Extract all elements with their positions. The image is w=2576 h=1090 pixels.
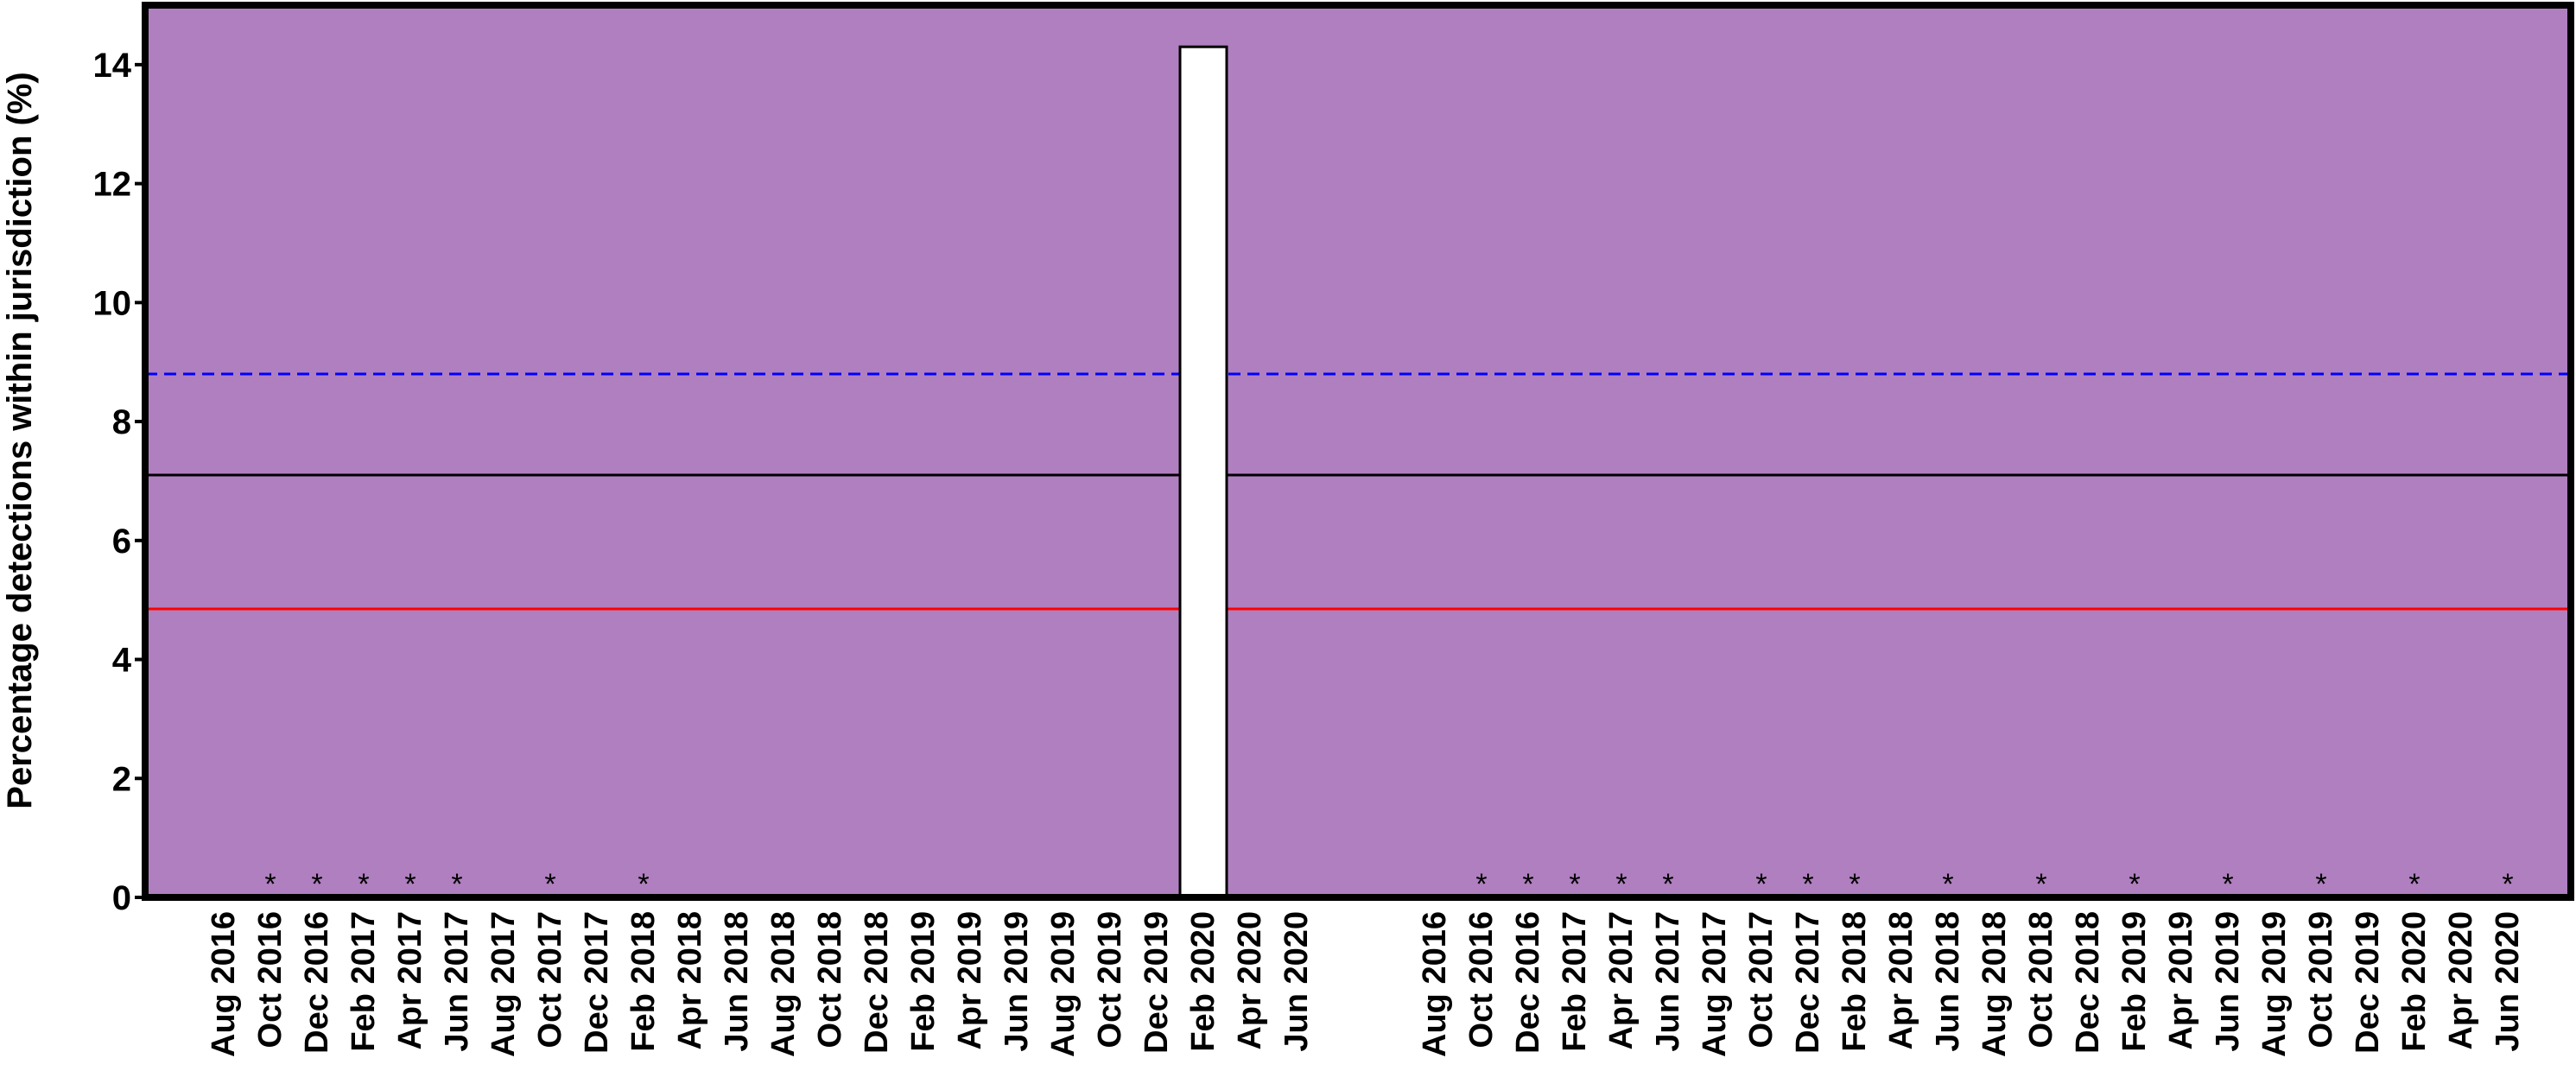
asterisk-marker: * — [2222, 868, 2233, 901]
x-tick-label: Dec 2018 — [2070, 911, 2106, 1054]
asterisk-marker: * — [2129, 868, 2140, 901]
x-tick-label: Feb 2017 — [1557, 911, 1593, 1052]
x-tick-label: Oct 2018 — [2023, 911, 2059, 1048]
x-tick-label: Apr 2019 — [2163, 911, 2199, 1050]
asterisk-marker: * — [311, 868, 322, 901]
y-axis-label: Percentage detections within jurisdictio… — [1, 72, 39, 808]
x-tick-label: Jun 2018 — [719, 911, 755, 1052]
reference-lines — [145, 372, 2571, 611]
x-axis: Aug 2016 Oct 2016 Dec 2016 Feb 2017 Apr 2017… — [206, 911, 2526, 1057]
x-tick-label: Aug 2019 — [2256, 911, 2293, 1057]
asterisk-marker: * — [264, 868, 276, 901]
asterisk-marker: * — [2035, 868, 2046, 901]
asterisk-marker: * — [451, 868, 462, 901]
y-tick-label: 14 — [93, 47, 132, 85]
plot-frame — [142, 2, 2574, 901]
x-tick-label: Jun 2017 — [1650, 911, 1686, 1052]
y-tick-label: 12 — [93, 166, 132, 204]
x-tick-label: Feb 2020 — [2396, 911, 2433, 1052]
asterisk-marker: * — [1802, 868, 1813, 901]
asterisk-marker: * — [544, 868, 555, 901]
asterisk-markers: * * * * * * * * * * * * * * * * * * * * * * — [264, 868, 2513, 901]
x-tick-label: Oct 2018 — [812, 911, 848, 1048]
x-tick-label: Feb 2019 — [2116, 911, 2153, 1052]
x-tick-label: Oct 2017 — [1743, 911, 1780, 1048]
asterisk-marker: * — [1522, 868, 1533, 901]
x-tick-label: Apr 2018 — [1883, 911, 1919, 1050]
x-tick-label: Aug 2019 — [1045, 911, 1082, 1057]
x-tick-label: Dec 2019 — [2350, 911, 2386, 1054]
x-tick-label: Feb 2017 — [346, 911, 382, 1052]
x-tick-label: Dec 2019 — [1139, 911, 1175, 1054]
bar — [1178, 45, 1228, 899]
x-tick-label: Jun 2017 — [439, 911, 475, 1052]
x-tick-label: Aug 2018 — [1976, 911, 2013, 1057]
asterisk-marker: * — [2502, 868, 2513, 901]
asterisk-marker: * — [358, 868, 369, 901]
x-tick-label: Aug 2018 — [765, 911, 802, 1057]
y-tick-label: 0 — [112, 879, 131, 917]
x-tick-label: Aug 2016 — [206, 911, 242, 1057]
asterisk-marker: * — [638, 868, 649, 901]
y-axis: 0 2 4 6 8 10 12 14 — [93, 47, 145, 917]
asterisk-marker: * — [1569, 868, 1580, 901]
bars — [1178, 45, 1228, 899]
x-tick-label: Dec 2016 — [1510, 911, 1546, 1054]
asterisk-marker: * — [1755, 868, 1767, 901]
asterisk-marker: * — [2408, 868, 2420, 901]
asterisk-marker: * — [1475, 868, 1487, 901]
x-tick-label: Dec 2017 — [579, 911, 615, 1054]
x-tick-label: Aug 2016 — [1417, 911, 1453, 1057]
x-tick-label: Oct 2016 — [252, 911, 289, 1048]
x-tick-label: Oct 2017 — [532, 911, 568, 1048]
x-tick-label: Apr 2017 — [1603, 911, 1640, 1050]
x-tick-label: Jun 2019 — [2210, 911, 2246, 1052]
x-tick-label: Apr 2020 — [2443, 911, 2479, 1050]
x-tick-label: Feb 2019 — [905, 911, 942, 1052]
x-tick-label: Aug 2017 — [485, 911, 522, 1057]
y-tick-label: 8 — [112, 403, 131, 441]
y-tick-label: 4 — [112, 642, 132, 680]
x-tick-label: Jun 2020 — [2490, 911, 2526, 1052]
x-tick-label: Apr 2019 — [952, 911, 988, 1050]
x-tick-label: Feb 2018 — [1837, 911, 1873, 1052]
x-tick-label: Feb 2020 — [1185, 911, 1221, 1052]
x-tick-label: Oct 2019 — [1092, 911, 1128, 1048]
x-tick-label: Oct 2019 — [2303, 911, 2339, 1048]
x-tick-label: Oct 2016 — [1463, 911, 1500, 1048]
asterisk-marker: * — [1615, 868, 1627, 901]
x-tick-label: Jun 2020 — [1278, 911, 1315, 1052]
x-tick-label: Feb 2018 — [625, 911, 662, 1052]
x-tick-label: Apr 2017 — [392, 911, 428, 1050]
y-tick-label: 2 — [112, 760, 131, 798]
plot-background — [145, 5, 2571, 897]
y-tick-label: 10 — [93, 284, 132, 322]
asterisk-marker: * — [1849, 868, 1860, 901]
x-tick-label: Aug 2017 — [1697, 911, 1733, 1057]
x-tick-label: Dec 2017 — [1790, 911, 1826, 1054]
x-tick-label: Dec 2018 — [859, 911, 895, 1054]
asterisk-marker: * — [404, 868, 416, 901]
x-tick-label: Apr 2018 — [672, 911, 708, 1050]
y-tick-label: 6 — [112, 523, 131, 561]
x-tick-label: Jun 2019 — [999, 911, 1035, 1052]
x-tick-label: Apr 2020 — [1232, 911, 1268, 1050]
x-tick-label: Dec 2016 — [299, 911, 335, 1054]
asterisk-marker: * — [1662, 868, 1673, 901]
asterisk-marker: * — [1942, 868, 1953, 901]
x-tick-label: Jun 2018 — [1930, 911, 1966, 1052]
asterisk-marker: * — [2315, 868, 2326, 901]
